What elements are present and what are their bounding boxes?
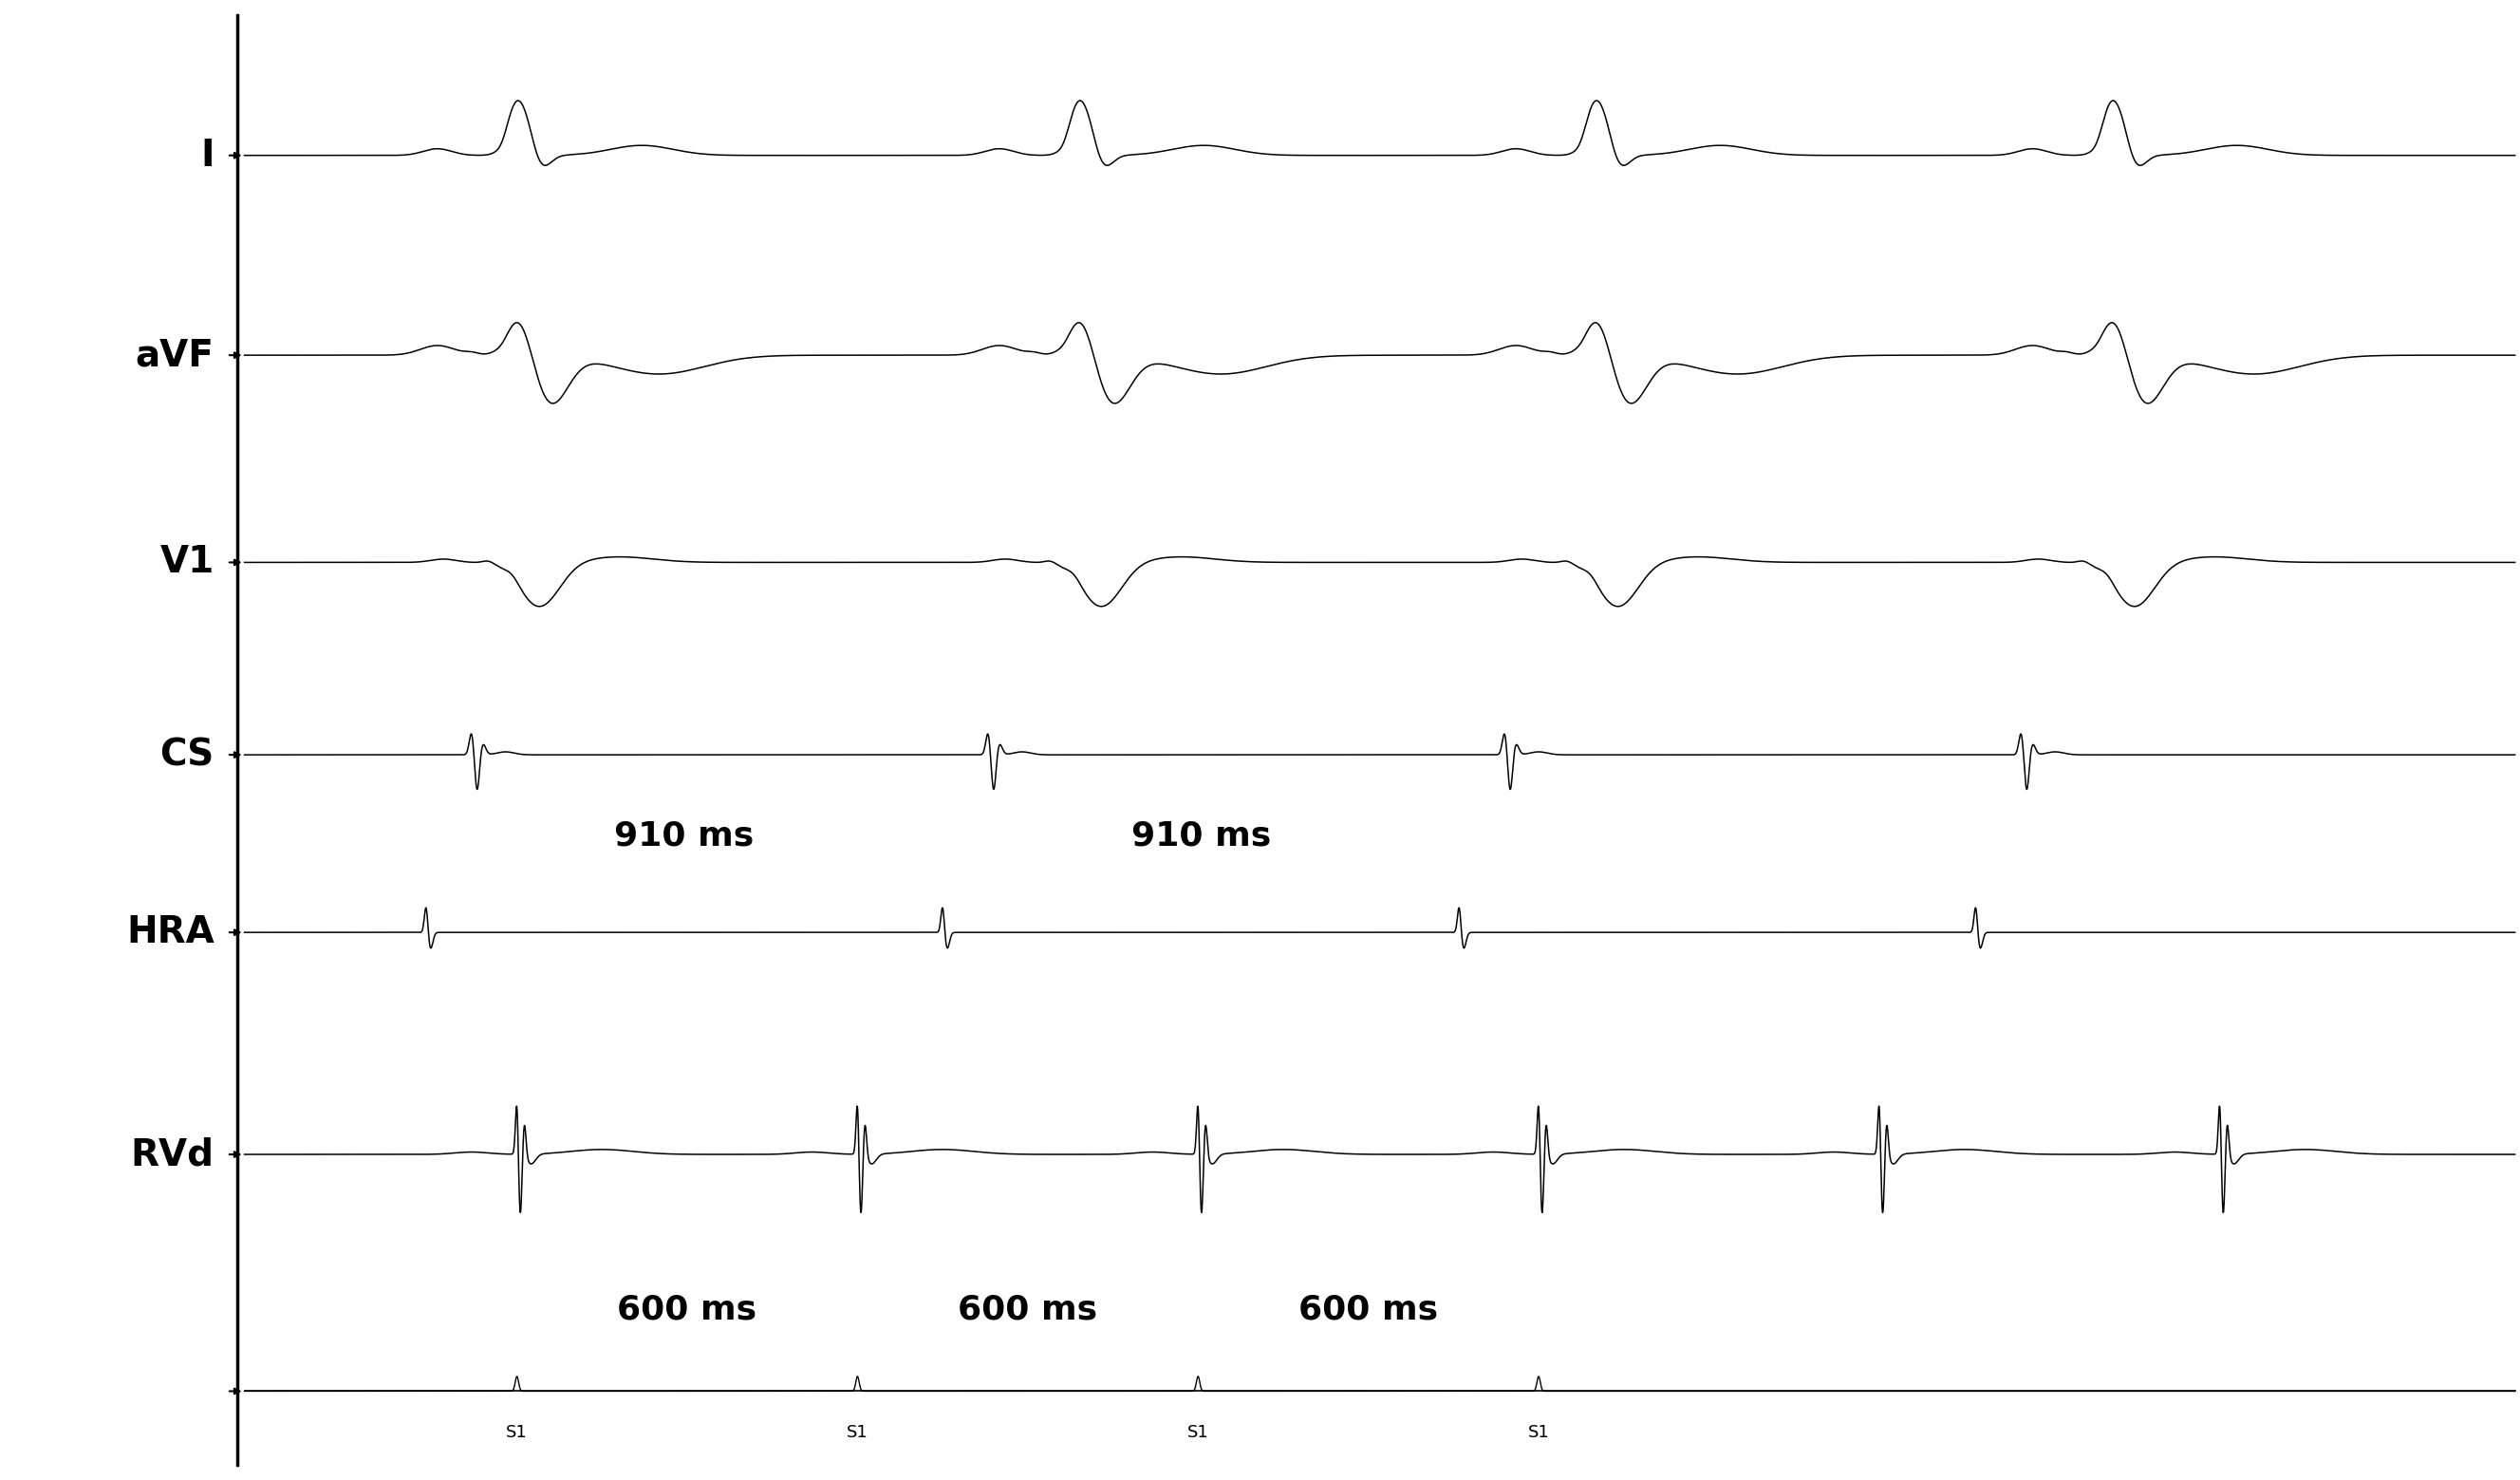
Text: aVF: aVF xyxy=(136,337,214,373)
Text: 910 ms: 910 ms xyxy=(615,820,753,852)
Text: S1: S1 xyxy=(1187,1424,1210,1442)
Text: S1: S1 xyxy=(847,1424,869,1442)
Text: I: I xyxy=(202,138,214,173)
Text: 910 ms: 910 ms xyxy=(1131,820,1270,852)
Text: S1: S1 xyxy=(1527,1424,1550,1442)
Text: CS: CS xyxy=(159,737,214,773)
Text: 600 ms: 600 ms xyxy=(617,1294,756,1326)
Text: 600 ms: 600 ms xyxy=(1298,1294,1439,1326)
Text: V1: V1 xyxy=(159,545,214,580)
Text: HRA: HRA xyxy=(126,915,214,950)
Text: 600 ms: 600 ms xyxy=(958,1294,1099,1326)
Text: RVd: RVd xyxy=(131,1137,214,1172)
Text: S1: S1 xyxy=(507,1424,527,1442)
